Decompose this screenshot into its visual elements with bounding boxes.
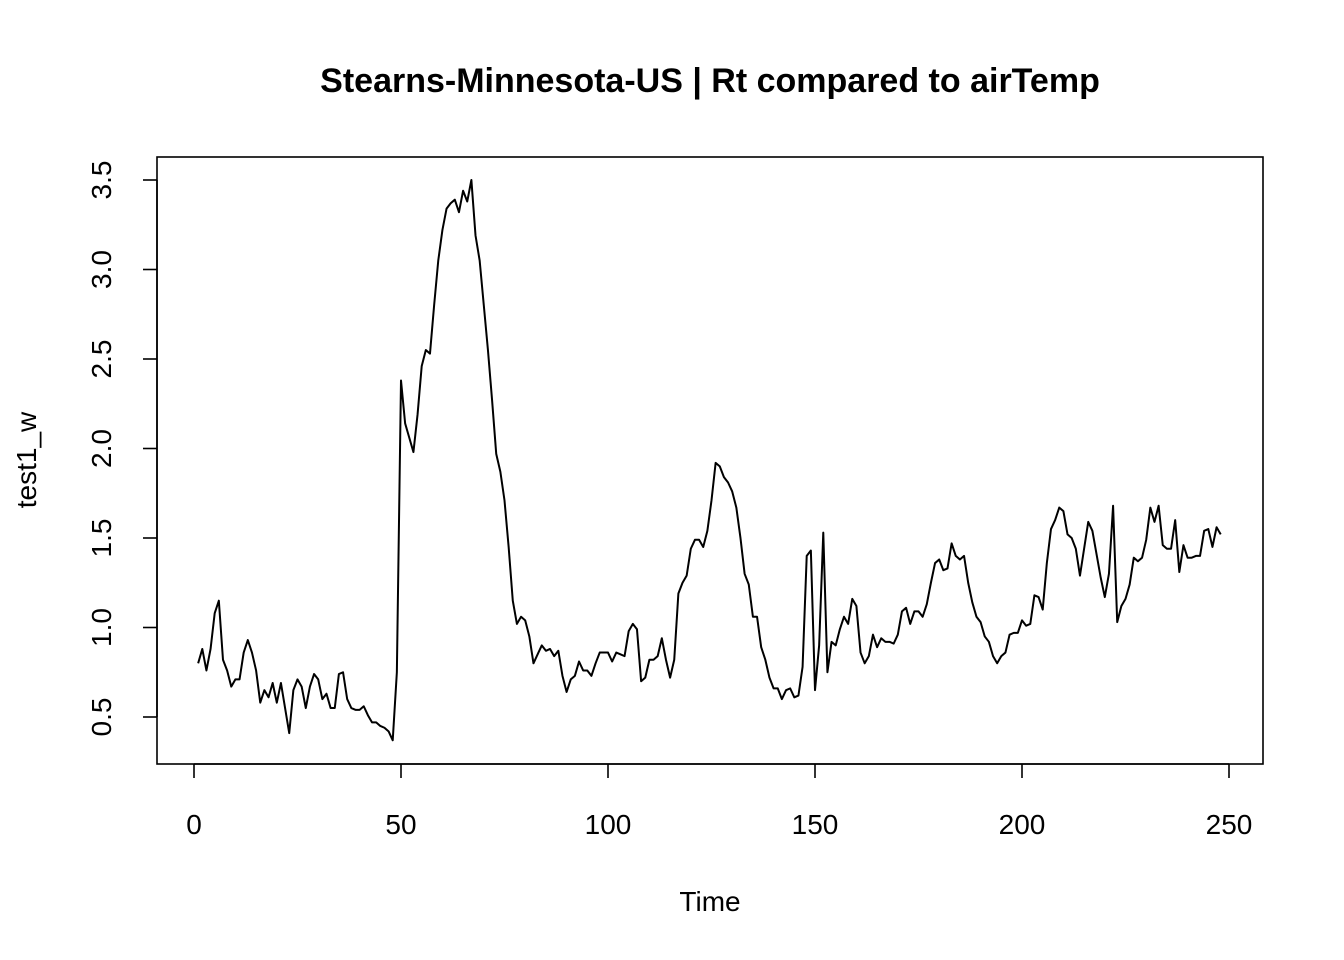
y-tick-label: 1.5 — [86, 519, 117, 558]
y-tick-label: 3.5 — [86, 161, 117, 200]
chart-title: Stearns-Minnesota-US | Rt compared to ai… — [320, 62, 1100, 100]
x-tick-label: 200 — [999, 809, 1046, 840]
x-axis: 0 50 100 150 200 250 — [186, 763, 1253, 840]
y-tick-label: 2.0 — [86, 429, 117, 468]
y-tick-label: 3.0 — [86, 250, 117, 289]
y-axis: 0.5 1.0 1.5 2.0 2.5 3.0 3.5 — [86, 161, 158, 737]
y-axis-label: test1_w — [11, 411, 42, 508]
x-tick-label: 50 — [385, 809, 416, 840]
plot-frame — [156, 156, 1264, 765]
x-axis-label: Time — [679, 886, 740, 917]
y-tick-label: 0.5 — [86, 698, 117, 737]
x-tick-label: 100 — [585, 809, 632, 840]
x-tick-label: 0 — [186, 809, 202, 840]
x-tick-label: 150 — [792, 809, 839, 840]
x-tick-label: 250 — [1206, 809, 1253, 840]
series-layer — [197, 179, 1222, 742]
series-line — [197, 179, 1222, 742]
y-tick-label: 2.5 — [86, 340, 117, 379]
y-tick-label: 1.0 — [86, 608, 117, 647]
